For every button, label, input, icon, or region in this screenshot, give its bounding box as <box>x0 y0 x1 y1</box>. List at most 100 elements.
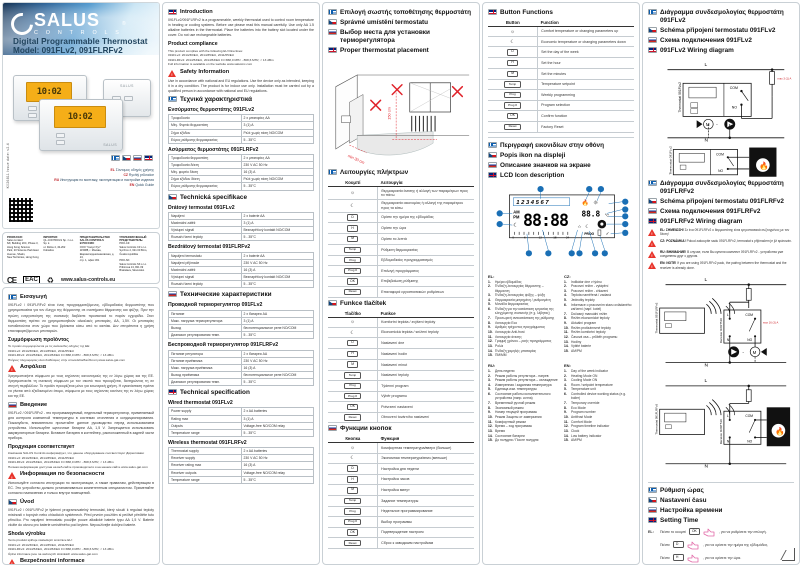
key-prog[interactable]: Prog <box>344 257 362 264</box>
flag-english-icon <box>488 9 497 15</box>
key-m[interactable]: M <box>347 486 359 494</box>
key-temp[interactable]: Temp <box>344 246 362 253</box>
key-prog[interactable]: Prog # <box>344 267 362 274</box>
flag-russian-icon <box>648 207 657 214</box>
key-m[interactable]: M <box>347 361 359 369</box>
flag-english-icon <box>488 171 497 178</box>
table-row: Výstupní signál Beznapěťový kontakt NO/CO… <box>168 273 314 282</box>
spec-value: 2 x батарея AA <box>240 309 314 318</box>
table-row: Maximální zátěž 16 (3) A <box>168 266 314 275</box>
flag-greek-icon <box>328 9 337 15</box>
column-5: Διάγραμμα συνδεσμολογίας θερμοστάτη 091F… <box>642 2 800 565</box>
heading-text: Button Functions <box>500 9 553 16</box>
company-info-panel: PRODUCER: Salus Limited 6/F, Building 20… <box>2 231 160 285</box>
button-function-table: Button Function ☼ Comfort temperature or ch… <box>488 19 634 133</box>
spec-value: 5 - 35°C <box>240 377 314 386</box>
table-row: D Ορίστε την ημέρα της εβδομάδας <box>328 212 474 224</box>
button <box>28 106 37 111</box>
heading-text: Popis ikon na displeji <box>500 151 566 159</box>
key-prog[interactable]: Prog # <box>344 518 362 526</box>
key-ok[interactable]: OK <box>347 529 359 536</box>
svg-text:Thermostat 091FLRFv2: Thermostat 091FLRFv2 <box>655 404 659 435</box>
flag-russian-icon <box>328 425 337 432</box>
table-row: Temperature range 5 - 35°C <box>168 428 314 437</box>
key-reset[interactable]: Reset <box>344 288 362 296</box>
key-prog[interactable]: Prog <box>344 508 362 515</box>
wiring1-schematic: L N Thermostat 091FLv2 COM NO <box>667 62 792 177</box>
list-item: Časová osa – průběh programu <box>564 334 618 340</box>
key-prog[interactable]: Prog <box>344 382 362 389</box>
section-heading: Διάγραμμα συνδεσμολογίας θερμοστάτη 091F… <box>648 179 794 196</box>
spec-value: беспотенциальное реле NO/COM <box>240 323 314 333</box>
key-h[interactable]: H <box>347 476 359 483</box>
key-temp[interactable]: Temp <box>504 81 522 88</box>
key-reset[interactable]: Reset <box>344 414 362 421</box>
spec-key: Temperature range <box>168 428 242 437</box>
section-heading: Εισαγωγή <box>8 294 154 301</box>
list-caption: EL: <box>488 273 495 279</box>
function-cell: Program selection <box>537 100 634 112</box>
key-m[interactable]: M <box>507 70 519 78</box>
pointing-hand-icon <box>687 553 700 563</box>
button-cell: Temp <box>488 79 539 91</box>
spec-value: 2 x AA batteries <box>240 447 314 456</box>
spec-key: Temperature range <box>168 475 242 484</box>
button-cell: Prog <box>328 506 379 518</box>
col-function: Λειτουργία <box>377 179 474 187</box>
key-reset[interactable]: Reset <box>344 540 362 547</box>
flag-greek-icon <box>168 95 177 102</box>
key-h[interactable]: H <box>347 350 359 358</box>
key-d[interactable]: D <box>672 541 684 548</box>
table-row: Reset Obnovení továrního nastavení <box>328 412 474 424</box>
table-row: Výstupní signál Beznapěťový kontakt NO/CO… <box>168 226 314 235</box>
note-row: EL: ΣΗΜΕΙΩΣΗ! Σε ένα 091FLRFv2 ο θερμοστ… <box>648 228 794 237</box>
key-h[interactable]: H <box>507 59 519 67</box>
key-prog[interactable]: Prog # <box>344 393 362 400</box>
key-d[interactable]: D <box>347 214 359 221</box>
language-flags <box>111 155 153 161</box>
key-ok[interactable]: OK <box>688 528 700 535</box>
svg-text:COM: COM <box>716 152 724 156</box>
spec-table-title: Проводной терморегулятор 091FLv2 <box>168 302 263 309</box>
list-caption: RU: <box>488 362 496 368</box>
key-prog[interactable]: Prog # <box>504 102 522 109</box>
spec-key: Maximální zátěž <box>168 266 242 275</box>
key-h[interactable]: H <box>672 554 684 561</box>
spec-key: Диапазон регулирования темп. <box>168 330 242 340</box>
key-ok[interactable]: OK <box>347 403 359 411</box>
key-d[interactable]: D <box>347 339 359 347</box>
key-m[interactable]: M <box>347 235 359 243</box>
svg-text:AM: AM <box>513 209 520 214</box>
key-temp[interactable]: Temp <box>344 372 362 379</box>
heading-text: Schéma připojení termostatu 091FLv2 <box>660 27 776 34</box>
salus-logo: SALUS C O N T R O L S ® <box>6 8 126 39</box>
key-temp[interactable]: Temp <box>344 497 362 505</box>
list-item: Временный ручной режим <box>488 401 536 406</box>
list-item: Informace o pracovním stavu ovládaného z… <box>564 302 632 312</box>
key-d[interactable]: D <box>347 465 359 472</box>
list-item: Время – ход программы <box>488 424 533 429</box>
key-h[interactable]: H <box>347 225 359 232</box>
key-ok[interactable]: OK <box>347 278 359 285</box>
key-d[interactable]: D <box>507 48 519 56</box>
spec-value: 230 V AC 50 Hz <box>240 161 314 170</box>
key-ok[interactable]: OK <box>507 112 519 120</box>
key-reset[interactable]: Reset <box>504 123 522 130</box>
lang-line-ru: RU Инструкция по монтажу, эксплуатации и… <box>54 178 154 183</box>
weee-bin-icon: ♻ <box>46 275 54 285</box>
list-items: Day of the week indicator Heating Mode ON… <box>564 369 634 443</box>
key-prog[interactable]: Prog <box>504 91 522 99</box>
paragraph: 091FLv2 / 091FLRFv2 είναι ένας προγραμμα… <box>8 303 154 333</box>
technical-specifications: Τεχνικά χαρακτηριστικά Ενσύρματος θερμοστ… <box>168 95 314 484</box>
button-cell: D <box>328 463 379 475</box>
table-row: Prog Εβδομαδιαίος προγραμματισμός <box>328 255 474 267</box>
spec-value: 5 - 35°C <box>240 182 314 191</box>
spec-value: Ρελέ χωρίς τάση NO/COM <box>240 175 314 184</box>
flag-czech-icon <box>648 27 657 33</box>
heading-text: Схема подключения 091FLv2 <box>660 37 752 44</box>
function-cell: Set the day of the week <box>537 46 634 59</box>
heading-text: Настройка времени <box>660 506 723 514</box>
button-cell: Temp <box>328 370 379 382</box>
wiring2-schematic: L N Thermostat 091FLRFv2 Receiver RXRT51… <box>655 277 791 470</box>
table-row: Temp Ρύθμιση θερμοκρασίας <box>328 244 474 256</box>
